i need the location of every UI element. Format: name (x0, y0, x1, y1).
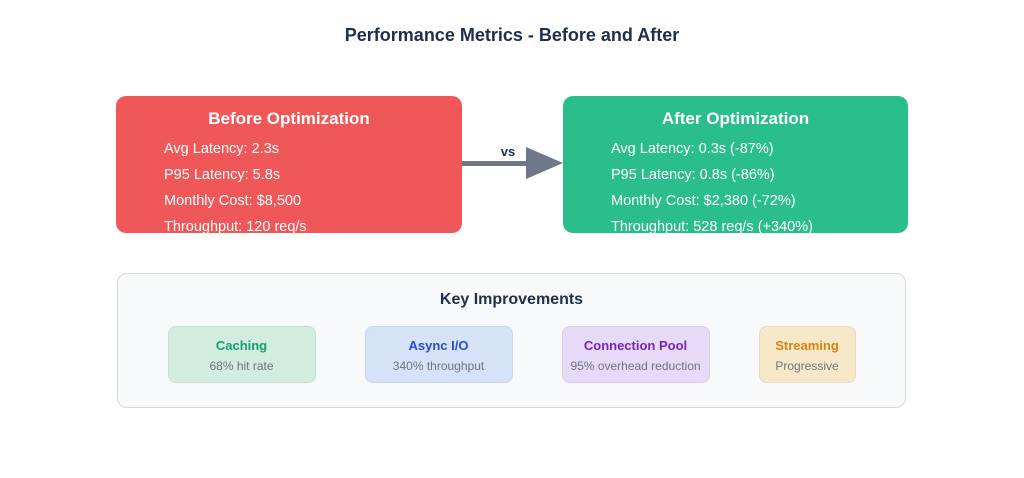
vs-arrow-line (462, 161, 528, 166)
card-streaming: Streaming Progressive (758, 326, 856, 383)
card-connection-pool-subtitle: 95% overhead reduction (570, 359, 701, 373)
card-async-io-subtitle: 340% throughput (392, 359, 485, 373)
vs-label: vs (500, 144, 516, 159)
card-async-io: Async I/O 340% throughput (364, 326, 513, 383)
card-streaming-title: Streaming (775, 338, 839, 353)
card-caching-subtitle: 68% hit rate (209, 359, 274, 373)
after-box-heading: After Optimization (661, 109, 810, 128)
key-improvements-heading: Key Improvements (439, 291, 584, 308)
before-box-heading: Before Optimization (208, 109, 370, 128)
card-connection-pool-title: Connection Pool (583, 338, 688, 353)
card-connection-pool: Connection Pool 95% overhead reduction (561, 326, 710, 383)
key-improvements-panel: Key Improvements Caching 68% hit rate As… (117, 273, 906, 408)
card-caching-title: Caching (215, 338, 268, 353)
card-streaming-subtitle: Progressive (775, 359, 839, 373)
page-title: Performance Metrics - Before and After (344, 25, 680, 45)
before-metric-p95-latency: P95 Latency: 5.8s (164, 167, 281, 183)
vs-arrow-head-icon (526, 147, 563, 179)
card-caching: Caching 68% hit rate (167, 326, 316, 383)
before-metric-monthly-cost: Monthly Cost: $8,500 (164, 193, 302, 209)
improvement-cards-row: Caching 68% hit rate Async I/O 340% thro… (118, 326, 905, 383)
after-metric-throughput: Throughput: 528 req/s (+340%) (611, 219, 813, 233)
after-metric-avg-latency: Avg Latency: 0.3s (-87%) (611, 141, 774, 157)
card-async-io-title: Async I/O (408, 338, 469, 353)
after-optimization-box: After Optimization Avg Latency: 0.3s (-8… (563, 96, 908, 233)
before-optimization-box: Before Optimization Avg Latency: 2.3s P9… (116, 96, 462, 233)
after-metric-monthly-cost: Monthly Cost: $2,380 (-72%) (611, 193, 796, 209)
before-metric-avg-latency: Avg Latency: 2.3s (164, 141, 280, 157)
after-metric-p95-latency: P95 Latency: 0.8s (-86%) (611, 167, 775, 183)
before-metric-throughput: Throughput: 120 req/s (164, 219, 307, 233)
